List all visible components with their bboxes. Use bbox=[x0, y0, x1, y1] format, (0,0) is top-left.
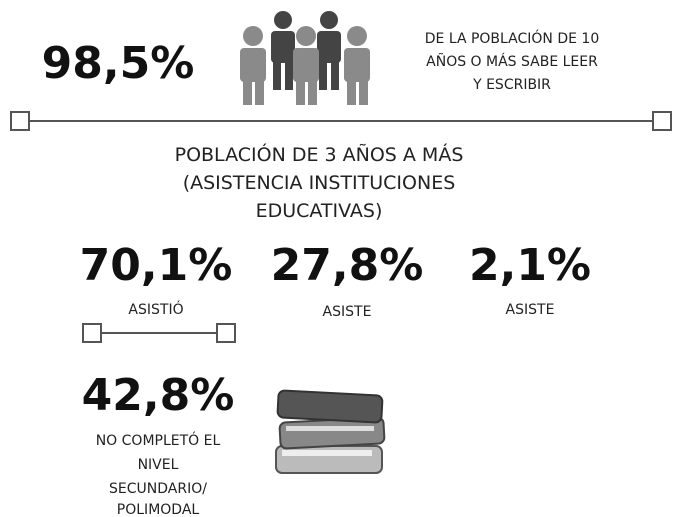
stat-label: ASISTIÓ bbox=[128, 300, 183, 318]
stat-label: ASISTE bbox=[323, 304, 372, 320]
literacy-text: AÑOS O MÁS SABE LEER bbox=[426, 53, 598, 70]
stat-value: 2,1% bbox=[469, 240, 591, 291]
books-icon bbox=[275, 389, 386, 474]
detail-label: NO COMPLETÓ EL bbox=[96, 431, 221, 449]
detail-value: 42,8% bbox=[82, 370, 235, 421]
stat-value: 27,8% bbox=[271, 240, 424, 291]
literacy-text: DE LA POBLACIÓN DE 10 bbox=[425, 29, 599, 47]
section-title: (ASISTENCIA INSTITUCIONES bbox=[183, 172, 456, 194]
literacy-value: 98,5% bbox=[42, 38, 195, 89]
stat-label: ASISTE bbox=[506, 302, 555, 318]
detail-label: POLIMODAL bbox=[117, 502, 200, 517]
sub-divider bbox=[82, 323, 236, 343]
detail-label: SECUNDARIO/ bbox=[109, 481, 207, 497]
stat-value: 70,1% bbox=[80, 240, 233, 291]
divider bbox=[10, 111, 672, 131]
section-title: EDUCATIVAS) bbox=[256, 200, 383, 222]
people-icon bbox=[240, 11, 370, 105]
literacy-text: Y ESCRIBIR bbox=[472, 77, 551, 93]
detail-label: NIVEL bbox=[138, 457, 179, 473]
section-title: POBLACIÓN DE 3 AÑOS A MÁS bbox=[175, 142, 464, 166]
